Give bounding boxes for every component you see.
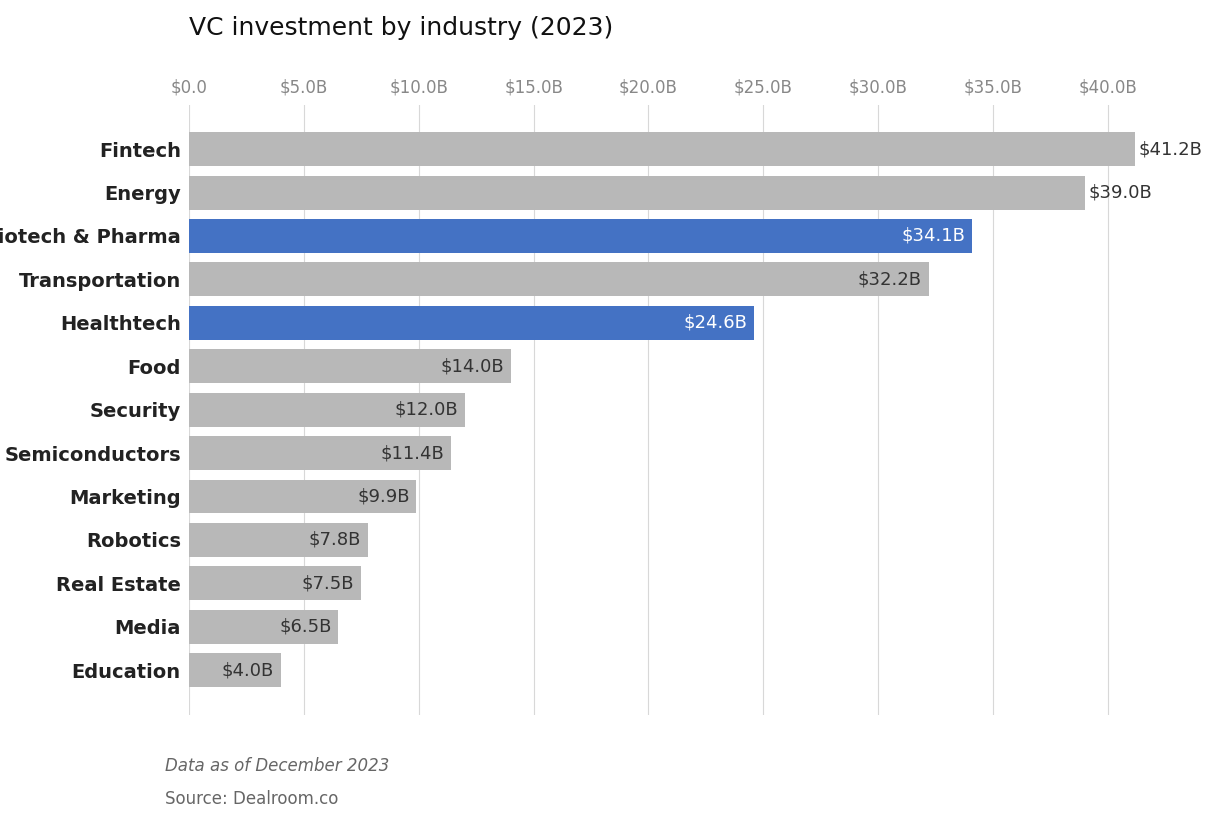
Text: $9.9B: $9.9B: [357, 487, 410, 506]
Text: $11.4B: $11.4B: [381, 444, 444, 462]
Text: $12.0B: $12.0B: [394, 400, 458, 419]
Bar: [189, 653, 281, 687]
Text: $7.5B: $7.5B: [301, 574, 355, 592]
Bar: [189, 132, 1136, 166]
Text: $6.5B: $6.5B: [279, 618, 332, 635]
Bar: [189, 349, 511, 383]
Text: $24.6B: $24.6B: [683, 314, 747, 332]
Text: $4.0B: $4.0B: [222, 661, 274, 679]
Text: Data as of December 2023: Data as of December 2023: [165, 757, 389, 775]
Text: $14.0B: $14.0B: [440, 357, 504, 375]
Text: $32.2B: $32.2B: [858, 270, 921, 288]
Bar: [189, 436, 451, 470]
Bar: [189, 609, 338, 644]
Text: $34.1B: $34.1B: [902, 227, 965, 245]
Bar: [189, 263, 928, 296]
Bar: [189, 393, 465, 426]
Bar: [189, 306, 754, 339]
Bar: [189, 219, 972, 253]
Bar: [189, 480, 416, 513]
Text: $7.8B: $7.8B: [309, 531, 361, 549]
Bar: [189, 523, 368, 557]
Text: Source: Dealroom.co: Source: Dealroom.co: [165, 790, 338, 808]
Bar: [189, 566, 361, 600]
Text: VC investment by industry (2023): VC investment by industry (2023): [189, 16, 614, 40]
Text: $39.0B: $39.0B: [1088, 184, 1152, 201]
Text: $41.2B: $41.2B: [1138, 140, 1203, 158]
Bar: [189, 176, 1085, 210]
